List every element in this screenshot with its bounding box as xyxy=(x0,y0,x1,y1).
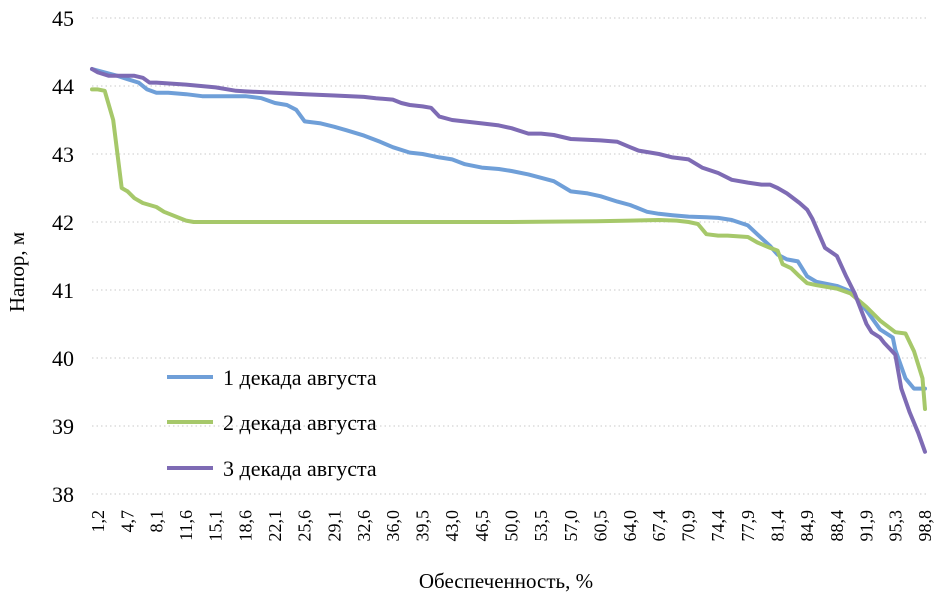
y-axis-ticks: 38 39 40 41 42 43 44 45 xyxy=(52,6,74,507)
x-tick-label: 81,4 xyxy=(768,510,788,542)
x-tick-label: 43,0 xyxy=(442,510,462,542)
x-tick-label: 98,8 xyxy=(915,510,935,542)
x-tick-label: 4,7 xyxy=(118,510,138,533)
series-line-1 xyxy=(90,67,927,391)
x-tick-label: 18,6 xyxy=(235,510,255,542)
y-tick-label: 39 xyxy=(52,414,74,439)
x-tick-label: 70,9 xyxy=(679,510,699,542)
series-line-3 xyxy=(90,67,927,454)
legend-label-3: 3 декада августа xyxy=(223,456,377,481)
x-tick-label: 95,3 xyxy=(885,510,905,542)
x-tick-label: 25,6 xyxy=(295,510,315,542)
x-tick-label: 74,4 xyxy=(708,510,728,542)
x-tick-label: 8,1 xyxy=(146,510,166,533)
x-tick-label: 29,1 xyxy=(324,510,344,542)
legend-label-2: 2 декада августа xyxy=(223,410,377,435)
y-tick-label: 45 xyxy=(52,6,74,31)
x-tick-label: 77,9 xyxy=(738,510,758,542)
y-tick-label: 38 xyxy=(52,482,74,507)
x-tick-label: 46,5 xyxy=(472,510,492,542)
x-tick-label: 32,6 xyxy=(354,510,374,542)
x-tick-label: 15,1 xyxy=(206,510,226,542)
x-tick-label: 1,2 xyxy=(88,510,108,533)
legend: 1 декада августа 2 декада августа 3 декада… xyxy=(167,365,377,481)
x-tick-label: 50,0 xyxy=(501,510,521,542)
y-tick-label: 42 xyxy=(52,210,74,235)
x-tick-label: 67,4 xyxy=(649,510,669,542)
y-tick-label: 40 xyxy=(52,346,74,371)
x-tick-label: 64,0 xyxy=(620,510,640,542)
x-tick-label: 39,5 xyxy=(412,510,432,542)
x-axis-title: Обеспеченность, % xyxy=(419,569,593,593)
x-tick-label: 36,0 xyxy=(383,510,403,542)
legend-label-1: 1 декада августа xyxy=(223,365,377,390)
x-tick-label: 11,6 xyxy=(176,510,196,541)
series-line-2 xyxy=(90,87,927,411)
x-tick-label: 57,0 xyxy=(561,510,581,542)
y-tick-label: 43 xyxy=(52,142,74,167)
x-tick-label: 22,1 xyxy=(265,510,285,542)
x-tick-label: 88,4 xyxy=(827,510,847,542)
series-lines xyxy=(90,67,927,454)
x-tick-label: 60,5 xyxy=(590,510,610,542)
x-axis-ticks: 1,2 4,7 8,1 11,6 15,1 18,6 22,1 25,6 29,1 32,6 36,… xyxy=(88,510,935,542)
x-tick-label: 53,5 xyxy=(531,510,551,542)
y-tick-label: 44 xyxy=(52,74,74,99)
y-tick-label: 41 xyxy=(52,278,74,303)
y-axis-title: Напор, м xyxy=(5,232,29,312)
x-tick-label: 84,9 xyxy=(797,510,817,542)
x-tick-label: 91,9 xyxy=(857,510,877,542)
